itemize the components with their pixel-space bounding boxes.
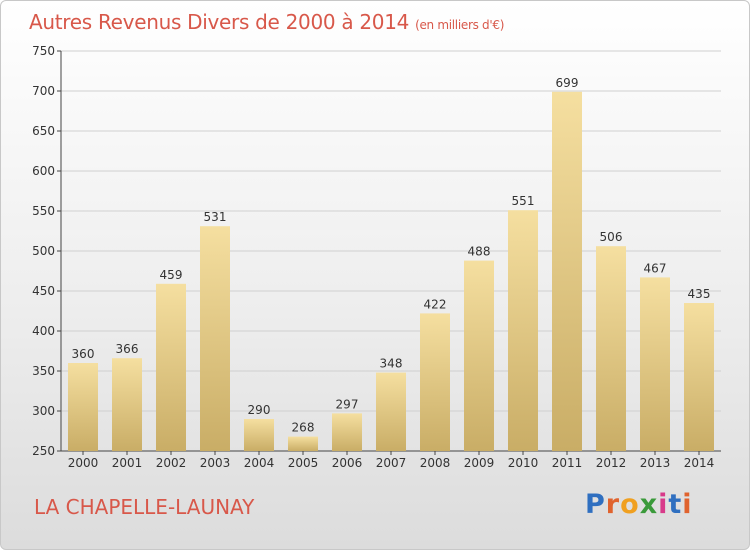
bar-2012 [596, 246, 626, 451]
x-tick-label-2014: 2014 [684, 456, 715, 470]
value-label-2014: 435 [688, 287, 711, 301]
value-label-2001: 366 [116, 342, 139, 356]
value-label-2007: 348 [380, 357, 403, 371]
bar-2001 [112, 358, 142, 451]
x-tick-label-2005: 2005 [288, 456, 319, 470]
bar-2005 [288, 436, 318, 451]
x-tick-label-2003: 2003 [200, 456, 231, 470]
x-tick-label-2000: 2000 [68, 456, 99, 470]
bar-2014 [684, 303, 714, 451]
logo-letter: i [658, 489, 669, 520]
logo-letter: t [668, 489, 683, 520]
bar-2006 [332, 413, 362, 451]
y-tick-label: 500 [32, 244, 55, 258]
value-label-2013: 467 [644, 261, 667, 275]
logo-letter: o [620, 489, 640, 520]
x-tick-label-2007: 2007 [376, 456, 407, 470]
x-tick-label-2006: 2006 [332, 456, 363, 470]
x-tick-label-2012: 2012 [596, 456, 627, 470]
y-tick-label: 750 [32, 44, 55, 58]
logo-letter: x [639, 489, 659, 520]
logo-letter: i [682, 489, 693, 520]
value-label-2010: 551 [512, 194, 535, 208]
logo-letter: P [585, 489, 606, 520]
bar-2013 [640, 277, 670, 451]
bar-2004 [244, 419, 274, 451]
value-label-2003: 531 [204, 210, 227, 224]
y-tick-labels: 250 300 350 400 450 500 550 600 650 700 750 [32, 44, 55, 458]
value-label-2002: 459 [160, 268, 183, 282]
x-tick-label-2002: 2002 [156, 456, 187, 470]
y-tick-label: 600 [32, 164, 55, 178]
bar-2007 [376, 372, 406, 451]
city-name: LA CHAPELLE-LAUNAY [34, 495, 255, 519]
value-label-2009: 488 [468, 245, 491, 259]
proxiti-logo[interactable]: Proxiti [585, 489, 695, 523]
x-tick-label-2008: 2008 [420, 456, 451, 470]
y-tick-label: 350 [32, 364, 55, 378]
chart-subtitle: (en milliers d'€) [415, 18, 505, 32]
chart-title-text: Autres Revenus Divers de 2000 à 2014 [29, 10, 410, 34]
x-tick-label-2001: 2001 [112, 456, 143, 470]
chart-title: Autres Revenus Divers de 2000 à 2014 (en … [29, 10, 504, 34]
value-label-2005: 268 [292, 421, 315, 435]
logo-letter: r [605, 489, 621, 520]
x-tick-label-2009: 2009 [464, 456, 495, 470]
x-tick-label-2011: 2011 [552, 456, 583, 470]
bar-2002 [156, 283, 186, 451]
value-label-2006: 297 [336, 397, 359, 411]
y-tick-label: 700 [32, 84, 55, 98]
value-labels: 360 366 459 531 290 268 297 348 422 488 551 699 506 4… [72, 76, 711, 435]
bar-2010 [508, 210, 538, 451]
bar-2003 [200, 226, 230, 451]
bar-2008 [420, 313, 450, 451]
y-tick-label: 650 [32, 124, 55, 138]
y-tick-label: 400 [32, 324, 55, 338]
bars [68, 91, 714, 452]
value-label-2011: 699 [556, 76, 579, 90]
y-tick-label: 250 [32, 444, 55, 458]
x-tick-labels: 2000 2001 2002 2003 2004 2005 2006 2007 2008 2009… [68, 451, 715, 470]
x-tick-label-2004: 2004 [244, 456, 275, 470]
bar-2000 [68, 363, 98, 451]
value-label-2000: 360 [72, 347, 95, 361]
value-label-2008: 422 [424, 297, 447, 311]
value-label-2012: 506 [600, 230, 623, 244]
x-tick-label-2013: 2013 [640, 456, 671, 470]
bar-2009 [464, 260, 494, 451]
value-label-2004: 290 [248, 403, 271, 417]
bar-2011 [552, 91, 582, 452]
x-tick-label-2010: 2010 [508, 456, 539, 470]
y-tick-label: 450 [32, 284, 55, 298]
y-tick-label: 300 [32, 404, 55, 418]
y-tick-label: 550 [32, 204, 55, 218]
